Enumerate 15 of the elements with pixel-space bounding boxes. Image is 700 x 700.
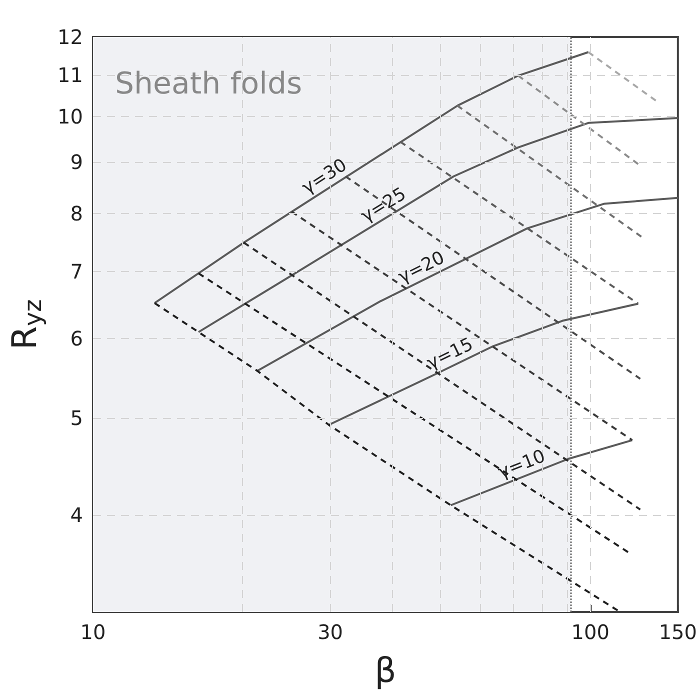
x-tick-label: 30 <box>318 620 344 644</box>
x-tick-label: 150 <box>658 620 698 644</box>
band-label: Sheath folds <box>115 66 302 102</box>
y-tick-label: 6 <box>70 326 83 351</box>
y-tick-label: 4 <box>70 502 83 527</box>
x-tick-label: 100 <box>571 620 610 644</box>
y-tick-label: 11 <box>58 62 83 87</box>
y-axis-title: Ryz <box>5 299 47 350</box>
y-tick-label: 7 <box>70 259 83 284</box>
y-tick-label: 9 <box>70 150 83 174</box>
x-axis-title: β <box>374 651 396 691</box>
y-tick-label: 10 <box>58 104 83 128</box>
y-tick-label: 12 <box>58 25 83 49</box>
y-tick-label: 8 <box>70 201 83 226</box>
y-tick-label: 5 <box>70 406 83 430</box>
